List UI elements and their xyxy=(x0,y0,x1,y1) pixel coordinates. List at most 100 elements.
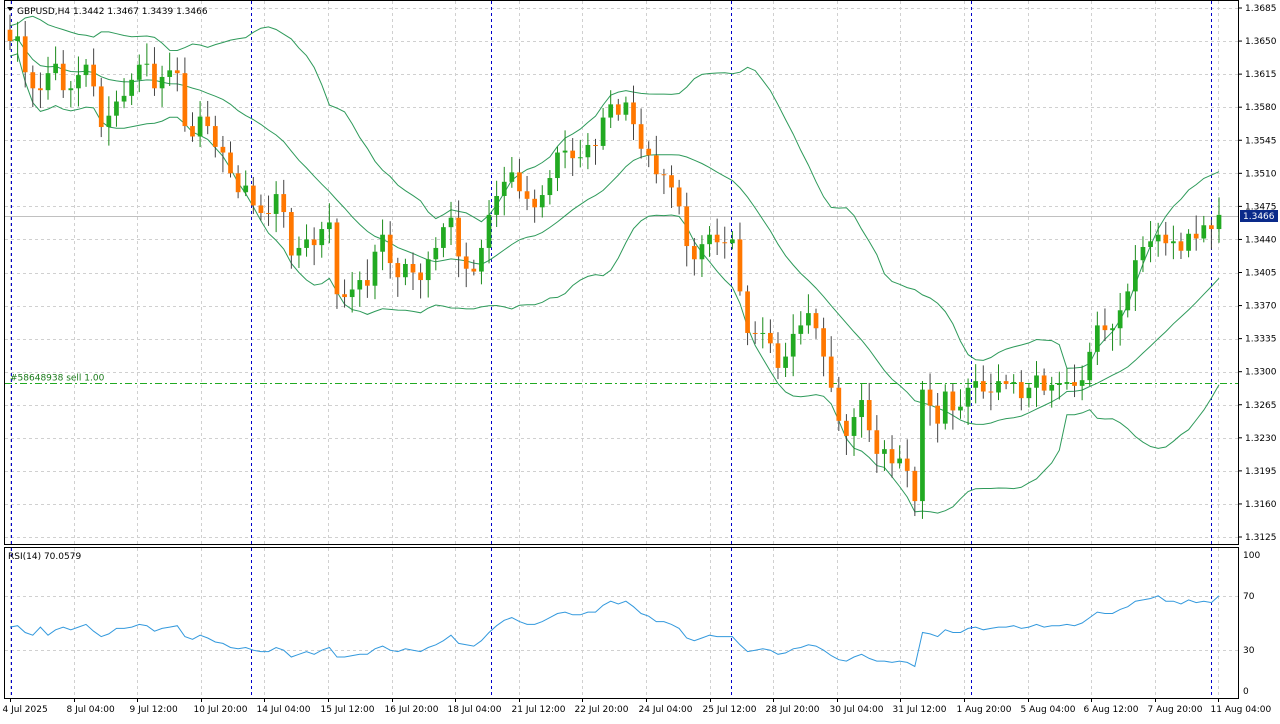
price-axis[interactable]: 1.3685 1.3650 1.3615 1.3580 1.3545 1.3510 1.34… xyxy=(1238,4,1277,543)
bollinger-bands xyxy=(9,15,1220,514)
bearish-candle xyxy=(220,146,226,153)
bullish-candle xyxy=(45,73,51,91)
bearish-candle xyxy=(456,217,461,257)
bearish-candle xyxy=(250,185,256,206)
bullish-candle xyxy=(15,36,20,42)
time-tick-label: 15 Jul 12:00 xyxy=(321,705,375,715)
bearish-candle xyxy=(752,332,758,334)
bearish-candle xyxy=(988,391,994,393)
bearish-candle xyxy=(334,222,340,295)
rsi-tick-label: 70 xyxy=(1243,592,1255,602)
bullish-candle xyxy=(1087,351,1093,381)
time-tick-label: 31 Jul 12:00 xyxy=(893,705,947,715)
bullish-candle xyxy=(296,247,302,256)
bullish-candle xyxy=(486,214,492,248)
time-tick-label: 30 Jul 04:00 xyxy=(830,705,884,715)
bearish-candle xyxy=(152,63,157,89)
bearish-candle xyxy=(281,194,287,213)
time-tick-label: 11 Aug 04:00 xyxy=(1211,705,1272,715)
bearish-candle xyxy=(935,405,941,424)
bullish-candle xyxy=(965,387,971,407)
bearish-candle xyxy=(836,387,842,421)
current-price-tag: 1.3466 xyxy=(1240,210,1278,222)
price-tick-label: 1.3265 xyxy=(1245,401,1277,411)
bullish-candle xyxy=(494,195,499,215)
triangle-down-icon[interactable] xyxy=(7,7,13,11)
bullish-candle xyxy=(806,313,811,326)
bullish-candle xyxy=(1125,291,1131,311)
time-axis[interactable]: 4 Jul 2025 8 Jul 04:00 9 Jul 12:00 10 Jul 2… xyxy=(3,698,1272,715)
bearish-candle xyxy=(691,246,697,260)
time-tick-label: 21 Jul 12:00 xyxy=(512,705,566,715)
bullish-candle xyxy=(76,75,81,89)
bullish-candle xyxy=(790,333,796,357)
bearish-candle xyxy=(1072,382,1077,386)
price-tick-label: 1.3475 xyxy=(1245,202,1277,212)
bullish-candle xyxy=(357,280,363,290)
bullish-candle xyxy=(319,229,325,246)
bearish-candle xyxy=(517,172,522,192)
bullish-candle xyxy=(380,234,385,252)
bearish-candle xyxy=(182,73,188,127)
bearish-candle xyxy=(1193,233,1199,239)
bullish-candle xyxy=(973,381,979,388)
bollinger-lower-line xyxy=(9,53,1220,514)
rsi-tick-label: 30 xyxy=(1243,646,1255,656)
rsi-panel-frame xyxy=(4,547,1239,699)
chart-header[interactable]: GBPUSD,H4 1.3442 1.3467 1.3439 1.3466 xyxy=(7,7,208,17)
bullish-candle xyxy=(372,251,378,286)
bullish-candle xyxy=(760,332,766,334)
bearish-candle xyxy=(912,470,918,502)
bullish-candle xyxy=(562,150,568,153)
bullish-candle xyxy=(920,389,925,502)
bearish-candle xyxy=(661,174,667,176)
bullish-candle xyxy=(1079,380,1085,386)
bearish-candle xyxy=(570,150,576,159)
price-tick-label: 1.3230 xyxy=(1245,434,1277,444)
symbol-info: GBPUSD,H4 1.3442 1.3467 1.3439 1.3466 xyxy=(17,7,208,17)
bearish-candle xyxy=(266,212,271,214)
bearish-candle xyxy=(463,256,469,269)
bearish-candle xyxy=(410,263,416,273)
bearish-candle xyxy=(1163,234,1169,244)
bearish-candle xyxy=(593,144,598,146)
bearish-candle xyxy=(866,400,872,431)
bearish-candle xyxy=(365,280,370,286)
bearish-candle xyxy=(30,72,36,89)
bearish-candle xyxy=(676,187,682,207)
price-tick-label: 1.3370 xyxy=(1245,302,1277,312)
rsi-indicator xyxy=(9,595,1220,668)
price-tick-label: 1.3580 xyxy=(1245,103,1277,113)
bearish-candle xyxy=(98,86,104,128)
bullish-candle xyxy=(1094,325,1100,352)
bearish-candle xyxy=(631,102,636,125)
bearish-candle xyxy=(874,430,880,454)
bullish-candle xyxy=(433,247,439,260)
bullish-candle xyxy=(1064,382,1070,384)
bearish-candle xyxy=(91,64,96,87)
price-tick-label: 1.3650 xyxy=(1245,37,1277,47)
time-tick-label: 10 Jul 20:00 xyxy=(194,705,248,715)
bullish-candle xyxy=(68,88,74,91)
rsi-axis[interactable]: 100 70 30 0 xyxy=(1243,551,1260,697)
bullish-candle xyxy=(600,117,606,146)
bearish-candle xyxy=(387,234,393,264)
bullish-candle xyxy=(851,417,857,436)
rsi-tick-label: 0 xyxy=(1243,687,1249,697)
bullish-candle xyxy=(425,259,431,281)
order-line-group[interactable]: #58648938 sell 1.00 xyxy=(5,374,1238,384)
bearish-candle xyxy=(235,173,241,193)
time-tick-label: 22 Jul 20:00 xyxy=(575,705,629,715)
bearish-candle xyxy=(684,206,690,247)
price-tick-label: 1.3545 xyxy=(1245,136,1277,146)
bearish-candle xyxy=(311,239,317,246)
time-tick-label: 9 Jul 12:00 xyxy=(130,705,179,715)
bearish-candle xyxy=(228,152,233,174)
candles xyxy=(7,14,1222,519)
bearish-candle xyxy=(1041,375,1047,391)
price-tick-label: 1.3615 xyxy=(1245,70,1277,80)
bearish-candle xyxy=(524,191,530,199)
time-tick-label: 14 Jul 04:00 xyxy=(257,705,311,715)
